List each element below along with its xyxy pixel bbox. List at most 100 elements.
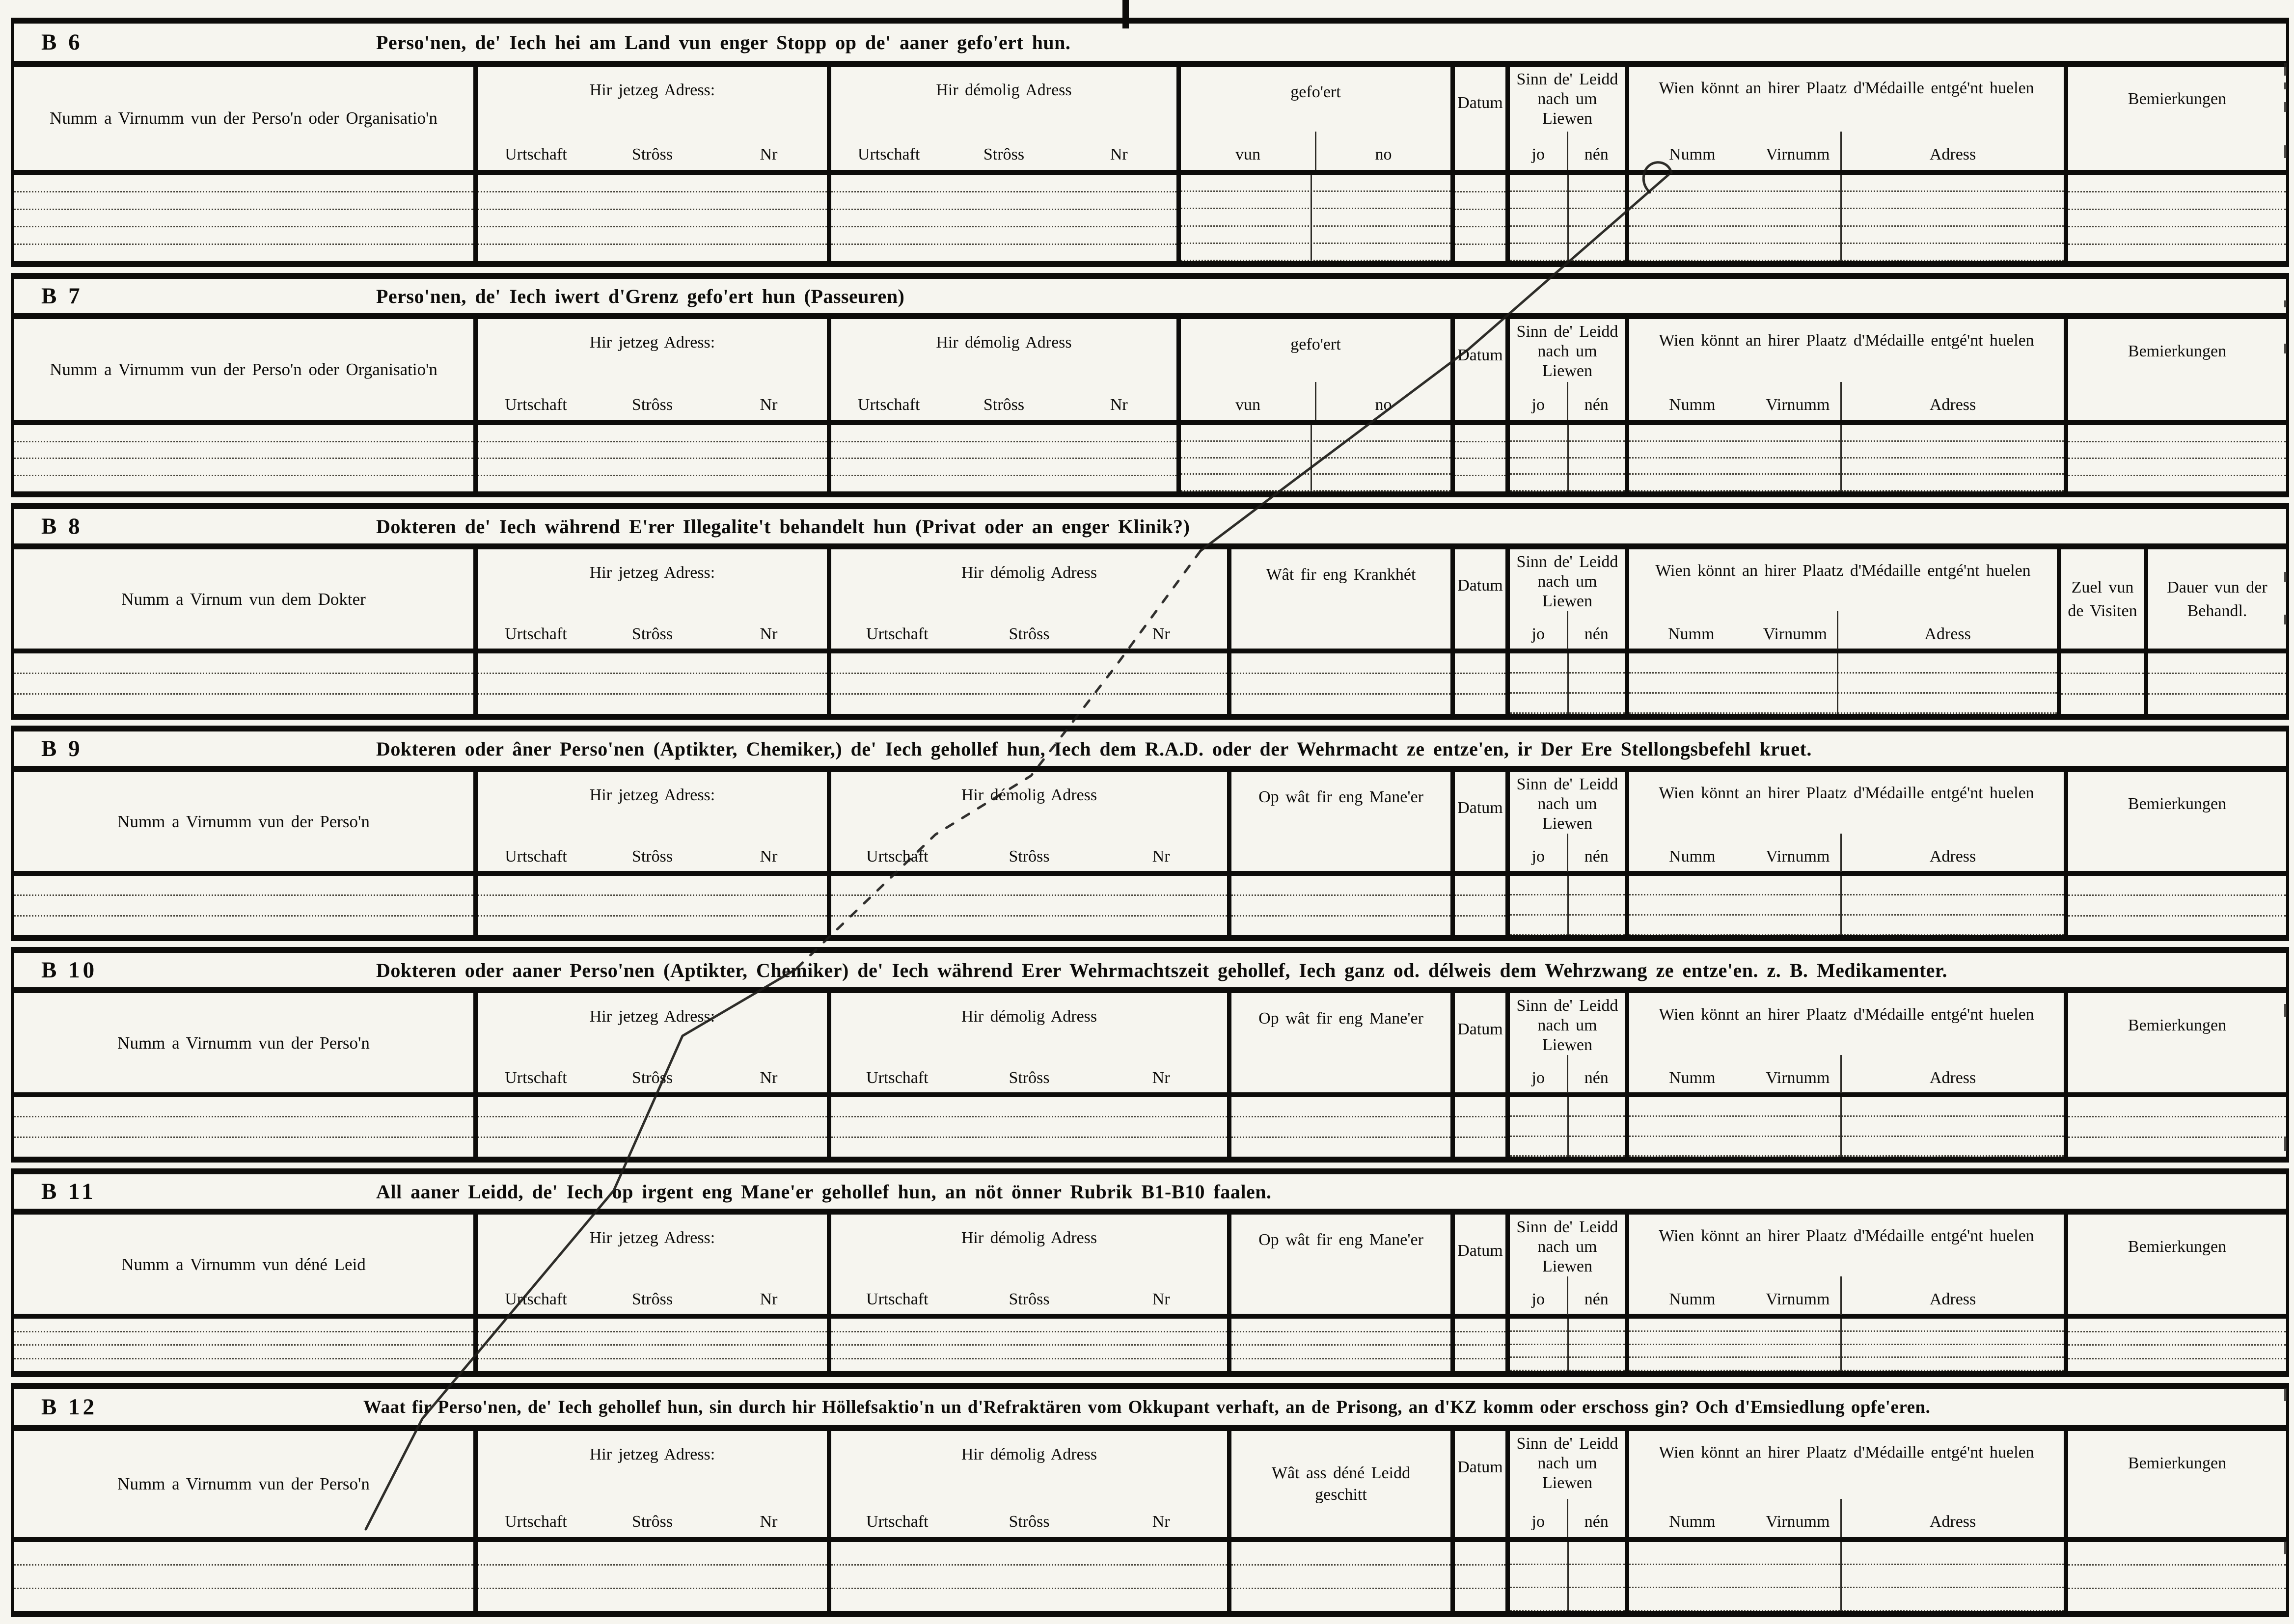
ruled-writing-line	[14, 175, 473, 192]
ruled-writing-line	[831, 1117, 1227, 1138]
header-cell-jetzeg: Hir jetzeg Adress: Urtschaft Strôss Nr	[473, 1431, 827, 1537]
ruled-writing-line	[14, 245, 473, 261]
entry-cell-sinn	[1505, 1542, 1625, 1611]
subheader-demolig-2: Nr	[1152, 1069, 1170, 1087]
header-label-jetzeg: Hir jetzeg Adress:	[589, 1229, 715, 1247]
entry-cell-bem	[2064, 1319, 2286, 1371]
scan-edge-ink-mark	[2284, 300, 2287, 307]
column-header-row: Numm a Virnumm vun der Perso'n oder Orga…	[14, 319, 2286, 425]
header-label-medaille: Wien könnt an hirer Plaatz d'Médaille en…	[1659, 331, 2034, 350]
ruled-writing-line	[2068, 1097, 2286, 1118]
ruled-writing-line	[1629, 1345, 2064, 1358]
column-divider-line	[1310, 175, 1312, 261]
subheader-sinn-1: nén	[1566, 382, 1625, 420]
header-label-mid: gefo'ert	[1290, 335, 1341, 353]
header-cell-zuel: Zuel vun de Visiten	[2057, 549, 2144, 650]
header-label-jetzeg: Hir jetzeg Adress:	[589, 1445, 715, 1463]
column-header-row: Numm a Virnumm vun der Perso'n Hir jetzeg…	[14, 772, 2286, 876]
entry-cell-person	[14, 1542, 473, 1611]
ruled-writing-line	[831, 1589, 1227, 1611]
subheader-jetzeg-2: Nr	[760, 625, 778, 643]
blank-entry-row	[14, 425, 2286, 491]
subheader-row-sinn: jo nén	[1510, 834, 1625, 872]
ruled-writing-line	[1231, 1138, 1450, 1157]
subheader-sinn-1: nén	[1566, 611, 1625, 650]
entry-cell-demolig	[827, 1097, 1227, 1157]
subheader-sinn-0: jo	[1531, 396, 1545, 414]
ruled-writing-line	[1629, 1319, 2064, 1332]
ruled-writing-line	[1455, 876, 1505, 896]
ruled-writing-line	[14, 674, 473, 695]
entry-cell-sinn	[1505, 1097, 1625, 1157]
ruled-writing-line	[2061, 653, 2144, 674]
ruled-writing-line	[1231, 917, 1450, 935]
header-label-medaille: Wien könnt an hirer Plaatz d'Médaille en…	[1659, 1443, 2034, 1462]
subheader-medaille-2: Adress	[1840, 834, 2064, 872]
subheader-row-sinn: jo nén	[1510, 1276, 1625, 1315]
section-id-label: B 6	[41, 29, 83, 55]
subheader-jetzeg-0: Urtschaft	[505, 625, 567, 643]
subheader-jetzeg-0: Urtschaft	[505, 1069, 567, 1087]
column-header-row: Numm a Virnumm vun déné Leid Hir jetzeg A…	[14, 1215, 2286, 1319]
header-label-bem: Bemierkungen	[2128, 1454, 2227, 1472]
scan-edge-ink-mark	[2284, 102, 2287, 112]
ruled-writing-line	[1181, 209, 1450, 227]
header-cell-sinn: Sinn de' Leidd nach um Liewen jo nén	[1505, 772, 1625, 872]
header-cell-mid: Op wât fir eng Mane'er	[1227, 772, 1450, 872]
ruled-writing-line	[2068, 917, 2286, 935]
ruled-writing-line	[1181, 227, 1450, 244]
ruled-writing-line	[831, 896, 1227, 917]
column-divider-line	[1840, 1542, 1842, 1611]
entry-cell-zuel	[2057, 653, 2144, 714]
entry-cell-medaille	[1625, 653, 2057, 714]
ruled-writing-line	[2068, 876, 2286, 896]
entry-cell-sinn	[1505, 425, 1625, 491]
subheader-medaille-2: Adress	[1837, 611, 2057, 650]
header-cell-mid: Wât ass déné Leidd geschitt	[1227, 1431, 1450, 1537]
entry-cell-jetzeg	[473, 425, 827, 491]
ruled-writing-line	[14, 653, 473, 674]
ruled-writing-line	[2148, 674, 2286, 695]
subheader-sinn-0: jo	[1531, 1513, 1545, 1531]
scan-edge-ink-mark	[2284, 344, 2287, 353]
subheader-demolig-0: Urtschaft	[866, 625, 929, 643]
ruled-writing-line	[478, 1332, 827, 1346]
subheader-jetzeg-1: Strôss	[631, 145, 673, 163]
subheader-row-jetzeg: Urtschaft Strôss Nr	[478, 834, 827, 872]
header-label-medaille: Wien könnt an hirer Plaatz d'Médaille en…	[1659, 784, 2034, 802]
ruled-writing-line	[2068, 1346, 2286, 1359]
ruled-writing-line	[2068, 192, 2286, 210]
scan-edge-ink-mark	[2284, 615, 2287, 624]
subheader-medaille-2: Adress	[1840, 1276, 2064, 1315]
subheader-row-mid: vun no	[1181, 382, 1450, 420]
ruled-writing-line	[478, 1138, 827, 1157]
subheader-row-medaille: Numm Virnumm Adress	[1629, 132, 2064, 170]
ruled-writing-line	[1455, 1319, 1505, 1332]
subheader-medaille-2: Adress	[1840, 132, 2064, 170]
subheader-jetzeg-2: Nr	[760, 847, 778, 866]
header-label-person: Numm a Virnumm vun der Perso'n oder Orga…	[50, 108, 437, 128]
ruled-writing-line	[1455, 175, 1505, 192]
entry-cell-datum	[1450, 1542, 1505, 1611]
header-cell-jetzeg: Hir jetzeg Adress: Urtschaft Strôss Nr	[473, 772, 827, 872]
blank-entry-row	[14, 876, 2286, 935]
header-label-datum: Datum	[1457, 94, 1503, 112]
ruled-writing-line	[831, 210, 1176, 228]
entry-cell-medaille	[1625, 1542, 2064, 1611]
subheader-demolig-1: Strôss	[1009, 847, 1050, 866]
ruled-writing-line	[1231, 1319, 1450, 1332]
ruled-writing-line	[14, 1138, 473, 1157]
subheader-row-sinn: jo nén	[1510, 1499, 1625, 1537]
section-id-label: B 9	[41, 736, 83, 761]
entry-cell-dauer	[2144, 653, 2286, 714]
ruled-writing-line	[478, 1589, 827, 1611]
ruled-writing-line	[478, 695, 827, 714]
subheader-row-jetzeg: Urtschaft Strôss Nr	[478, 1276, 827, 1315]
header-label-mid: Op wât fir eng Mane'er	[1258, 1231, 1423, 1249]
blank-entry-row	[14, 653, 2286, 714]
header-cell-datum: Datum	[1450, 1215, 1505, 1315]
header-label-bem: Bemierkungen	[2128, 795, 2227, 813]
ruled-writing-line	[478, 476, 827, 492]
subheader-demolig-2: Nr	[1110, 396, 1128, 414]
